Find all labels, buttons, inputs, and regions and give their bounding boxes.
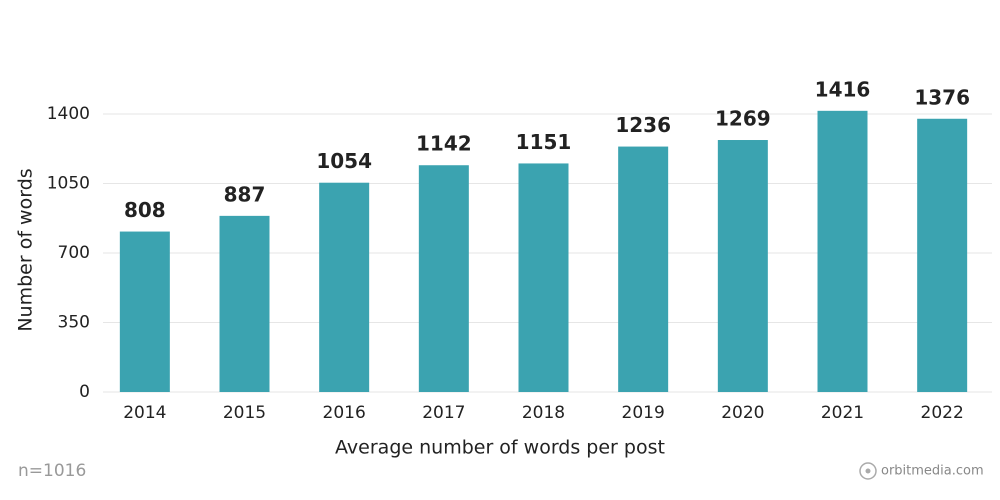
value-label: 1054 xyxy=(316,149,372,173)
bar xyxy=(817,110,868,392)
value-label: 1416 xyxy=(815,77,871,101)
bar xyxy=(618,146,669,392)
bar xyxy=(319,182,370,392)
bar xyxy=(119,231,170,392)
y-tick-label: 350 xyxy=(58,313,90,333)
bar xyxy=(717,140,768,392)
x-tick-label: 2016 xyxy=(323,403,366,423)
x-tick-label: 2018 xyxy=(522,403,565,423)
x-tick-label: 2020 xyxy=(721,403,764,423)
y-tick-label: 0 xyxy=(79,382,90,402)
sample-note: n=1016 xyxy=(18,461,86,481)
watermark-logo-dot xyxy=(865,468,871,474)
x-tick-label: 2022 xyxy=(921,403,964,423)
bar xyxy=(917,118,968,392)
x-tick-label: 2014 xyxy=(123,403,166,423)
y-tick-label: 1050 xyxy=(47,174,90,194)
y-tick-label: 1400 xyxy=(47,104,90,124)
x-tick-label: 2021 xyxy=(821,403,864,423)
y-tick-label: 700 xyxy=(58,243,90,263)
x-axis-title: Average number of words per post xyxy=(335,437,665,459)
bar xyxy=(219,215,270,392)
value-label: 1151 xyxy=(516,130,572,154)
x-tick-label: 2019 xyxy=(622,403,665,423)
bar xyxy=(418,165,469,392)
x-tick-label: 2015 xyxy=(223,403,266,423)
value-label: 1269 xyxy=(715,107,771,131)
value-label: 887 xyxy=(224,182,266,206)
value-label: 1142 xyxy=(416,132,472,156)
value-label: 1376 xyxy=(914,85,970,109)
watermark: orbitmedia.com xyxy=(881,464,984,479)
watermark-logo xyxy=(859,462,877,480)
bar xyxy=(518,163,569,392)
y-axis-title: Number of words xyxy=(15,168,37,331)
x-tick-label: 2017 xyxy=(422,403,465,423)
value-label: 808 xyxy=(124,198,166,222)
value-label: 1236 xyxy=(615,113,671,137)
